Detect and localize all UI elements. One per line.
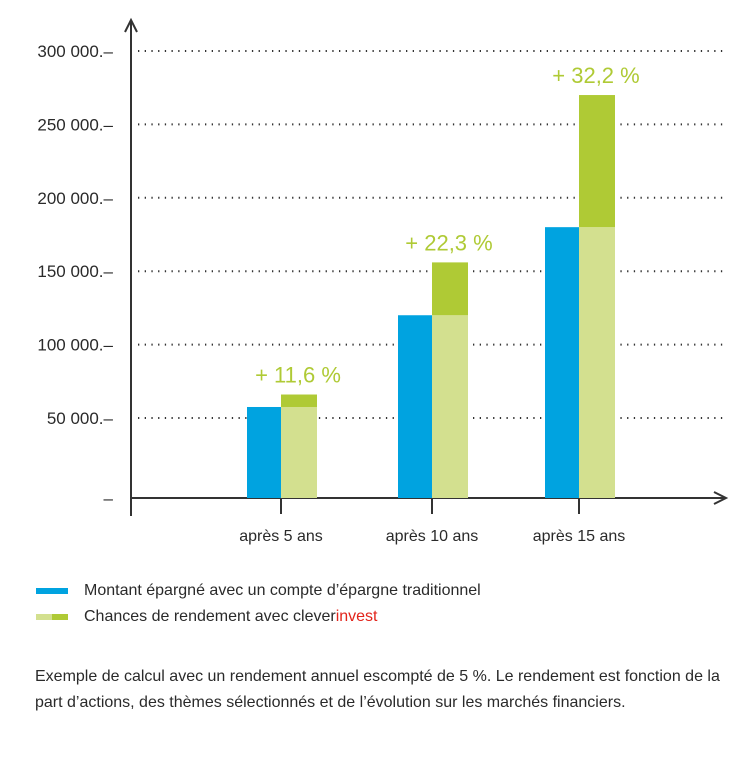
y-tick-label: 150 000.– [37,262,113,281]
legend-label-prefix: Chances de rendement avec clever [84,608,336,625]
bar-savings [398,315,432,498]
y-tick-label: 100 000.– [37,336,113,355]
x-tick-label: après 5 ans [239,528,323,545]
y-tick-label: – [104,489,114,508]
x-tick-label: après 15 ans [533,528,626,545]
legend-swatch-green [36,614,68,620]
legend-swatch-blue [36,588,68,594]
legend: Montant épargné avec un compte d’épargne… [36,578,481,630]
x-axis-arrow-icon [713,491,729,505]
legend-item-savings: Montant épargné avec un compte d’épargne… [36,578,481,604]
legend-label-brand: invest [335,608,378,625]
y-tick-label: 50 000.– [47,409,114,428]
y-tick-label: 250 000.– [37,115,113,134]
bar-cleverinvest-base [579,227,615,498]
bar-savings [247,406,281,498]
bar-chart: – 50 000.– 100 000.– 150 000.– 200 000.– 250 … [37,17,729,545]
bar-cleverinvest-base [432,315,468,498]
bar-cleverinvest-gain [432,262,468,316]
y-tick-label: 300 000.– [37,42,113,61]
y-axis-arrow-icon [124,17,138,33]
bar-savings [545,227,579,498]
gain-annotation: + 32,2 % [552,63,639,88]
legend-label-cleverinvest: Chances de rendement avec cleverinvest [84,608,378,626]
legend-label-savings: Montant épargné avec un compte d’épargne… [84,582,481,599]
gain-annotation: + 11,6 % [255,363,341,388]
bar-cleverinvest-gain [281,394,317,407]
footnote: Exemple de calcul avec un rendement annu… [35,668,720,711]
legend-item-cleverinvest: Chances de rendement avec cleverinvest [36,604,481,630]
y-tick-label: 200 000.– [37,189,113,208]
x-tick-label: après 10 ans [386,528,479,545]
gain-annotation: + 22,3 % [405,230,492,255]
bar-cleverinvest-base [281,406,317,498]
bar-cleverinvest-gain [579,95,615,228]
